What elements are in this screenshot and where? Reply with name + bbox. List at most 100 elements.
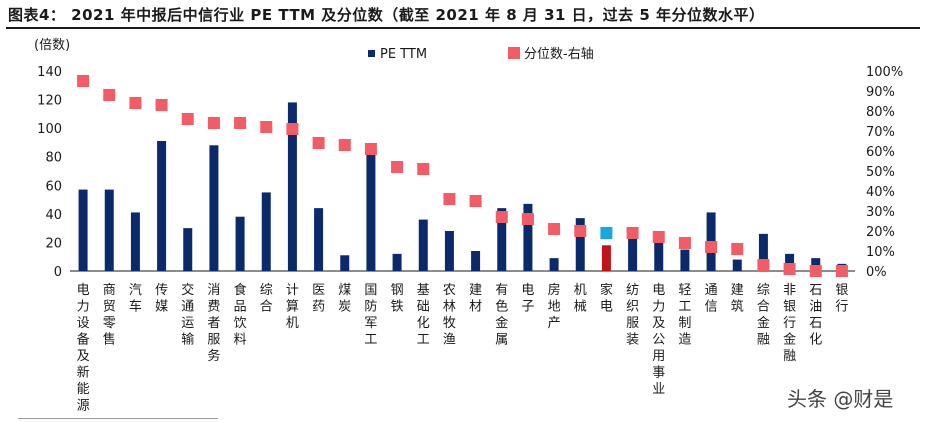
category-label: 非银行金融 (783, 283, 796, 364)
title-divider (6, 27, 920, 29)
pe-bar (811, 258, 821, 271)
category-label: 计算机 (286, 283, 299, 331)
footer-divider (18, 418, 218, 419)
category-label: 房地产 (548, 282, 561, 331)
category-label: 商贸零售 (103, 283, 116, 348)
category-label: 食品饮料 (234, 282, 247, 348)
category-label: 汽车 (129, 283, 142, 315)
y2-tick-label: 100% (866, 65, 903, 80)
y2-tick-label: 0% (866, 265, 887, 280)
percentile-marker (181, 113, 194, 125)
percentile-marker (809, 265, 822, 277)
pe-bar (523, 203, 533, 271)
y-tick-label: 40 (45, 208, 62, 223)
y2-tick-label: 60% (866, 145, 895, 160)
percentile-marker (731, 243, 744, 255)
y-tick-label: 0 (54, 265, 62, 280)
percentile-marker (548, 223, 561, 235)
percentile-marker (417, 163, 430, 175)
axes: 0 20 40 60 80 100 120 140 0% 10% 20% 30% 40% 50% 60% 70… (37, 65, 903, 280)
percentile-marker (129, 97, 142, 109)
category-label: 石油石化 (809, 283, 822, 348)
percentile-marker (391, 161, 404, 173)
category-label: 传媒 (155, 283, 168, 315)
category-label: 通信 (705, 283, 718, 315)
legend: PE TTM 分位数-右轴 (368, 47, 594, 62)
pe-bar (78, 189, 88, 271)
percentile-marker (757, 259, 770, 271)
percentile-marker (234, 117, 247, 129)
y2-tick-label: 70% (866, 125, 895, 140)
pe-bar (104, 189, 114, 271)
pe-bar (183, 228, 193, 271)
percentile-marker (678, 237, 691, 249)
y-tick-label: 100 (37, 122, 62, 137)
watermark: 头条 @财是 (787, 387, 894, 411)
category-label: 家电 (600, 282, 613, 315)
pe-bar (497, 208, 507, 271)
percentile-marker (521, 213, 534, 225)
y2-tick-label: 50% (866, 165, 895, 180)
chart-title: 图表4： 2021 年中报后中信行业 PE TTM 及分位数（截至 2021 年… (8, 6, 765, 24)
category-label: 农林牧渔 (443, 283, 456, 348)
percentile-marker (260, 121, 273, 133)
y2-tick-label: 80% (866, 105, 895, 120)
category-label: 综合 (260, 283, 273, 315)
pe-bar (601, 245, 611, 271)
category-label: 交通运输 (181, 282, 194, 348)
legend-marker-swatch (508, 47, 520, 59)
y2-tick-label: 90% (866, 85, 895, 100)
y-tick-label: 80 (45, 151, 62, 166)
percentile-marker (338, 139, 351, 151)
percentile-marker (574, 225, 587, 237)
percentile-marker (443, 193, 456, 205)
y-tick-label: 20 (45, 236, 62, 251)
percentile-marker (652, 231, 665, 243)
pe-bar (209, 145, 219, 271)
pe-bar (628, 235, 638, 271)
legend-bar-swatch (368, 50, 375, 57)
percentile-marker (207, 117, 220, 129)
category-label: 煤炭 (338, 283, 351, 315)
pe-bar (366, 153, 376, 271)
category-label: 建筑 (731, 283, 744, 315)
category-label: 建材 (469, 283, 482, 315)
percentile-marker (469, 195, 482, 207)
legend-bar-label: PE TTM (380, 47, 427, 62)
category-label: 电力及公用事业 (652, 283, 665, 397)
pe-bar (157, 141, 167, 271)
pe-bar (418, 219, 428, 271)
pe-bar (471, 251, 481, 271)
percentile-marker (783, 263, 796, 275)
y2-tick-label: 30% (866, 205, 895, 220)
percentile-marker (495, 211, 508, 223)
category-label: 国防军工 (364, 283, 377, 348)
category-label: 基础化工 (417, 283, 430, 348)
category-label: 钢铁 (391, 283, 404, 315)
pe-bar (340, 255, 350, 271)
pe-bar (680, 249, 690, 271)
legend-marker-label: 分位数-右轴 (524, 47, 594, 62)
percentile-marker (705, 241, 718, 253)
category-label: 有色金属 (495, 283, 508, 348)
category-label: 综合金融 (757, 283, 770, 348)
y-tick-label: 60 (45, 179, 62, 194)
y-axis-label: (倍数) (34, 38, 70, 53)
pe-bar (261, 192, 271, 271)
percentile-marker (626, 227, 639, 239)
category-label: 纺织服装 (626, 283, 639, 348)
percentile-marker (103, 89, 116, 101)
y2-tick-label: 10% (866, 245, 895, 260)
category-label: 消费者服务 (207, 283, 220, 364)
pe-bar (758, 233, 768, 271)
y-tick-label: 120 (37, 94, 62, 109)
y2-tick-label: 20% (866, 225, 895, 240)
pe-bars (78, 102, 847, 271)
pe-bar (575, 218, 585, 271)
y2-tick-label: 40% (866, 185, 895, 200)
category-label: 机械 (574, 283, 587, 315)
category-label: 银行 (835, 283, 848, 315)
category-label: 医药 (312, 283, 325, 315)
